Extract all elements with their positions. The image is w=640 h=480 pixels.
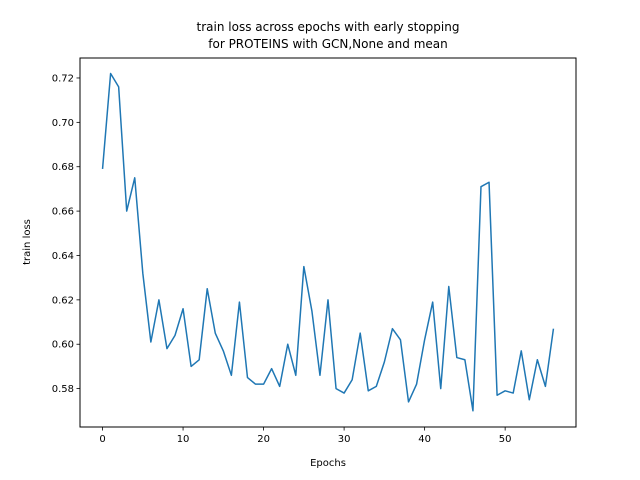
x-tick-label: 40 xyxy=(418,434,431,445)
x-tick-label: 10 xyxy=(177,434,190,445)
y-tick-label: 0.62 xyxy=(52,295,74,306)
y-tick-label: 0.68 xyxy=(52,162,74,173)
x-axis-ticks: 0 10 20 30 40 50 xyxy=(99,427,512,445)
x-axis-label: Epochs xyxy=(310,458,346,469)
x-tick-label: 20 xyxy=(257,434,270,445)
y-axis-label: train loss xyxy=(22,219,33,265)
series-line xyxy=(101,72,555,412)
series-layer xyxy=(101,72,555,412)
y-tick-label: 0.72 xyxy=(52,73,74,84)
y-tick-label: 0.60 xyxy=(52,340,74,351)
y-tick-label: 0.66 xyxy=(52,207,74,218)
chart-title-line-2: for PROTEINS with GCN,None and mean xyxy=(208,37,447,51)
y-axis-ticks: 0.58 0.60 0.62 0.64 0.66 0.68 0.70 0.72 xyxy=(52,73,80,395)
y-tick-label: 0.70 xyxy=(52,118,74,129)
plot-frame xyxy=(79,57,577,428)
x-tick-label: 50 xyxy=(499,434,512,445)
x-tick-label: 0 xyxy=(99,434,105,445)
x-tick-label: 30 xyxy=(338,434,351,445)
y-tick-label: 0.58 xyxy=(52,384,74,395)
y-tick-label: 0.64 xyxy=(52,251,74,262)
chart-title-line-1: train loss across epochs with early stop… xyxy=(197,20,460,34)
